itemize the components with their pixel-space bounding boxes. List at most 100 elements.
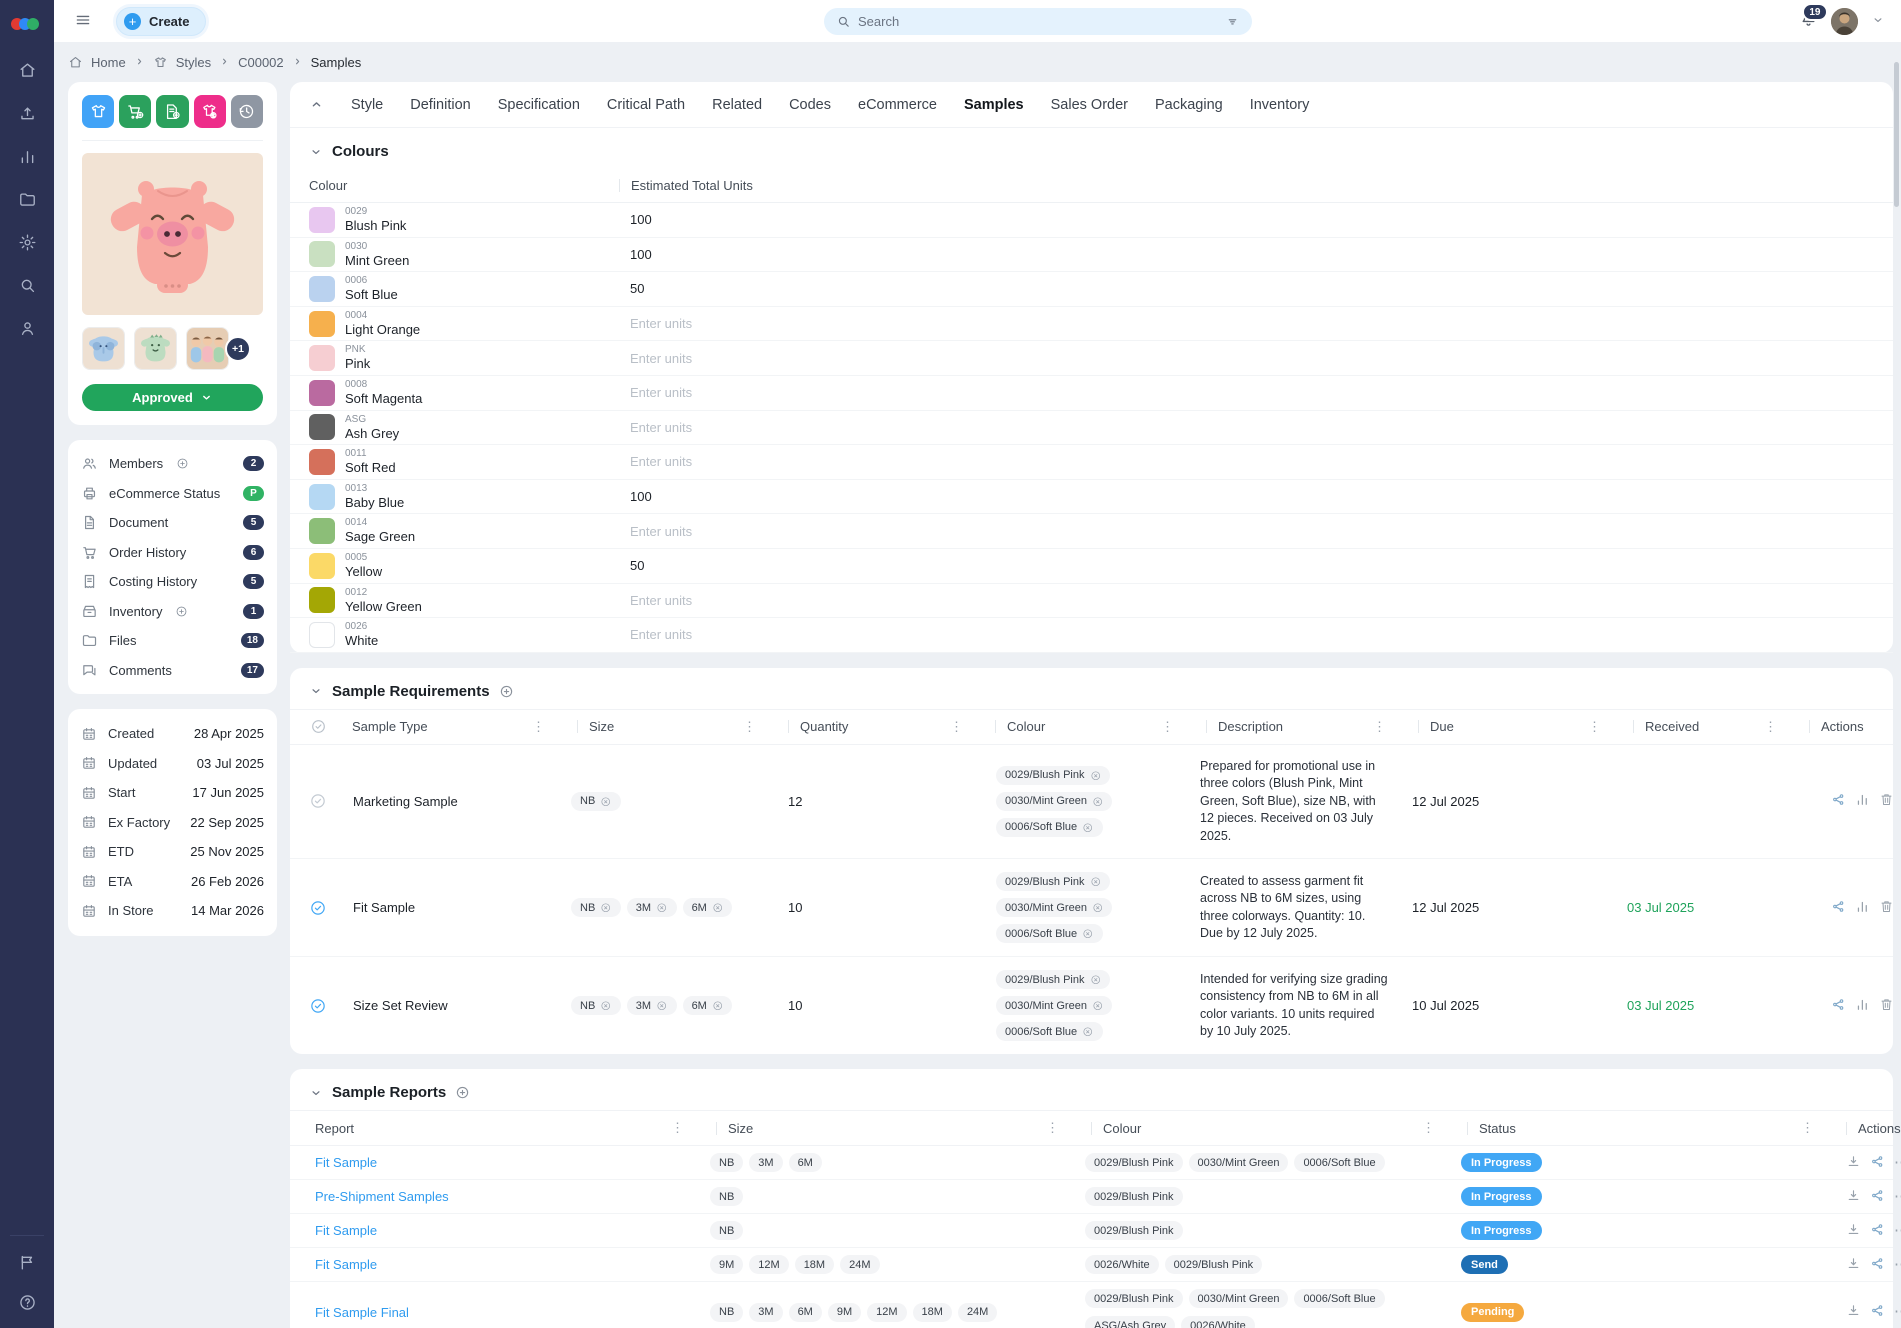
remove-chip-icon[interactable] xyxy=(600,796,612,808)
order-action-button[interactable] xyxy=(119,95,152,128)
column-menu-icon[interactable]: ⋮ xyxy=(1161,718,1174,734)
colour-row-ash-grey[interactable]: ASG Ash Grey Enter units xyxy=(290,411,1893,446)
remove-chip-icon[interactable] xyxy=(656,902,668,914)
column-header-actions[interactable]: Actions xyxy=(1803,710,1893,744)
column-header-report[interactable]: Report ⋮ xyxy=(315,1120,684,1136)
units-input[interactable]: 100 xyxy=(630,246,652,262)
row-checkbox[interactable] xyxy=(290,792,346,810)
breadcrumb-style-code[interactable]: C00002 xyxy=(238,54,284,70)
colour-row-soft-magenta[interactable]: 0008 Soft Magenta Enter units xyxy=(290,376,1893,411)
costing-action-button[interactable] xyxy=(193,95,226,128)
units-input[interactable]: Enter units xyxy=(630,592,693,608)
tab-specification[interactable]: Specification xyxy=(497,96,580,113)
units-input[interactable]: 50 xyxy=(630,558,645,574)
column-header-actions[interactable]: Actions xyxy=(1840,1111,1901,1145)
requirement-row-marketing-sample[interactable]: Marketing Sample NB 12 0029/Blush Pink 00… xyxy=(290,745,1893,860)
history-action-button[interactable] xyxy=(230,95,264,128)
panel-link-document[interactable]: Document 5 xyxy=(81,508,264,538)
share-button[interactable] xyxy=(1870,1256,1885,1274)
delete-button[interactable] xyxy=(1879,792,1894,810)
download-button[interactable] xyxy=(1846,1222,1861,1240)
column-menu-icon[interactable]: ⋮ xyxy=(1764,718,1777,734)
colour-row-white[interactable]: 0026 White Enter units xyxy=(290,618,1893,653)
remove-chip-icon[interactable] xyxy=(1092,1000,1104,1012)
collapse-section-icon[interactable] xyxy=(309,684,323,698)
units-input[interactable]: Enter units xyxy=(630,316,693,332)
column-menu-icon[interactable]: ⋮ xyxy=(1422,1120,1435,1136)
breadcrumb-styles[interactable]: Styles xyxy=(175,54,212,70)
remove-chip-icon[interactable] xyxy=(1090,876,1102,888)
share-button[interactable] xyxy=(1870,1303,1885,1321)
panel-link-costing-history[interactable]: Costing History 5 xyxy=(81,567,264,597)
column-header-due[interactable]: Due ⋮ xyxy=(1412,710,1627,744)
tab-related[interactable]: Related xyxy=(712,96,763,113)
panel-link-comments[interactable]: Comments 17 xyxy=(81,656,264,686)
units-input[interactable]: 50 xyxy=(630,281,645,297)
share-button[interactable] xyxy=(1870,1154,1885,1172)
column-menu-icon[interactable]: ⋮ xyxy=(950,718,963,734)
share-button[interactable] xyxy=(1870,1222,1885,1240)
remove-chip-icon[interactable] xyxy=(712,902,724,914)
colour-row-baby-blue[interactable]: 0013 Baby Blue 100 xyxy=(290,480,1893,515)
collapse-section-icon[interactable] xyxy=(309,1086,323,1100)
download-button[interactable] xyxy=(1846,1154,1861,1172)
report-link[interactable]: Fit Sample xyxy=(315,1155,378,1171)
search-input[interactable] xyxy=(858,14,1225,29)
tab-sales-order[interactable]: Sales Order xyxy=(1050,96,1128,113)
rail-release-button[interactable] xyxy=(15,1250,39,1274)
collapse-tabs-icon[interactable] xyxy=(309,97,324,112)
column-header-colour[interactable]: Colour ⋮ xyxy=(1085,1111,1461,1145)
colour-row-yellow[interactable]: 0005 Yellow 50 xyxy=(290,549,1893,584)
report-link[interactable]: Fit Sample Final xyxy=(315,1304,409,1320)
share-button[interactable] xyxy=(1831,899,1846,917)
report-button[interactable] xyxy=(1855,899,1870,917)
remove-chip-icon[interactable] xyxy=(1092,902,1104,914)
remove-chip-icon[interactable] xyxy=(1082,1026,1094,1038)
tab-ecommerce[interactable]: eCommerce xyxy=(858,96,937,113)
rail-help-button[interactable] xyxy=(15,1290,39,1314)
remove-chip-icon[interactable] xyxy=(712,1000,724,1012)
column-header-received[interactable]: Received ⋮ xyxy=(1627,710,1803,744)
tab-style[interactable]: Style xyxy=(351,96,384,113)
column-header-sample-type[interactable]: Sample Type ⋮ xyxy=(352,718,545,735)
user-avatar[interactable] xyxy=(1831,7,1858,35)
quote-action-button[interactable] xyxy=(156,95,189,128)
column-header-colour[interactable]: Colour ⋮ xyxy=(989,710,1200,744)
requirement-row-size-set-review[interactable]: Size Set Review NB 3M 6M 10 0029/Blush Pin… xyxy=(290,957,1893,1054)
report-row-fit-sample[interactable]: Fit Sample 9M 12M 18M 24M 0026/White 0029/Bl… xyxy=(290,1248,1901,1283)
delete-button[interactable] xyxy=(1879,997,1894,1015)
notifications-button[interactable]: 19 xyxy=(1799,3,1828,32)
column-menu-icon[interactable]: ⋮ xyxy=(1588,718,1601,734)
report-button[interactable] xyxy=(1855,997,1870,1015)
row-checkbox[interactable] xyxy=(290,997,346,1015)
report-button[interactable] xyxy=(1855,792,1870,810)
tab-definition[interactable]: Definition xyxy=(410,96,471,113)
report-link[interactable]: Fit Sample xyxy=(315,1223,378,1239)
tab-samples[interactable]: Samples xyxy=(963,96,1024,113)
add-requirement-icon[interactable] xyxy=(499,684,514,699)
download-button[interactable] xyxy=(1846,1303,1861,1321)
units-input[interactable]: Enter units xyxy=(630,454,693,470)
colour-row-blush-pink[interactable]: 0029 Blush Pink 100 xyxy=(290,203,1893,238)
panel-link-members[interactable]: Members 2 xyxy=(81,449,264,479)
menu-button[interactable] xyxy=(74,11,92,32)
rail-upload-button[interactable] xyxy=(15,101,39,125)
tab-critical-path[interactable]: Critical Path xyxy=(606,96,686,113)
colour-row-soft-red[interactable]: 0011 Soft Red Enter units xyxy=(290,445,1893,480)
report-link[interactable]: Fit Sample xyxy=(315,1257,378,1273)
remove-chip-icon[interactable] xyxy=(1090,770,1102,782)
download-button[interactable] xyxy=(1846,1256,1861,1274)
remove-chip-icon[interactable] xyxy=(656,1000,668,1012)
column-header-quantity[interactable]: Quantity ⋮ xyxy=(782,710,989,744)
rail-folder-button[interactable] xyxy=(15,187,39,211)
search-bar[interactable] xyxy=(824,8,1252,35)
remove-chip-icon[interactable] xyxy=(1082,822,1094,834)
report-row-fit-sample[interactable]: Fit Sample NB 0029/Blush Pink In Progres… xyxy=(290,1214,1901,1249)
column-header-status[interactable]: Status ⋮ xyxy=(1461,1111,1840,1145)
add-icon[interactable] xyxy=(175,605,188,618)
units-input[interactable]: Enter units xyxy=(630,523,693,539)
panel-link-order-history[interactable]: Order History 6 xyxy=(81,538,264,568)
column-header-size[interactable]: Size ⋮ xyxy=(571,710,782,744)
account-menu-button[interactable] xyxy=(1871,13,1885,30)
panel-link-ecommerce-status[interactable]: eCommerce Status P xyxy=(81,479,264,509)
